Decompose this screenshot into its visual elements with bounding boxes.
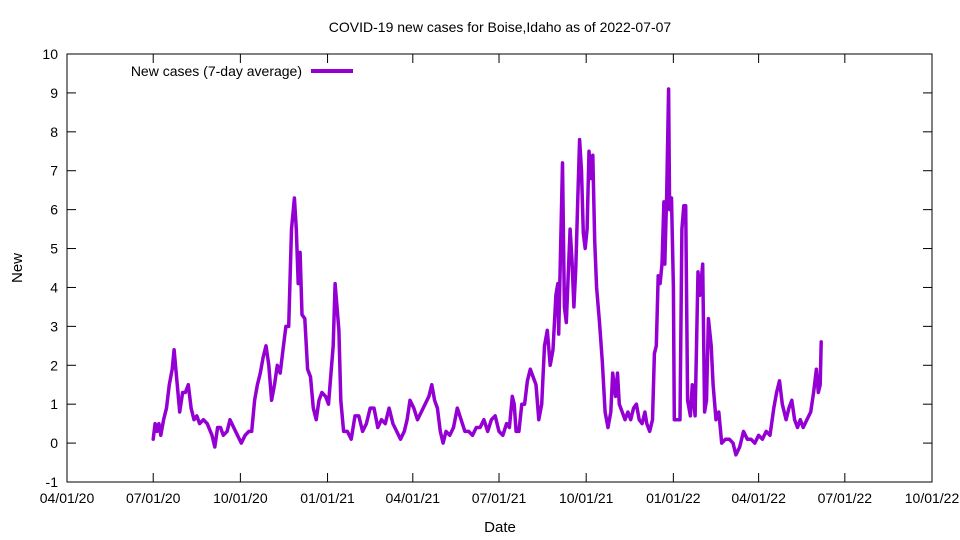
x-tick-label: 01/01/22 [646,490,701,506]
y-tick-label: 10 [42,46,58,62]
x-tick-label: 01/01/21 [300,490,355,506]
y-tick-label: 3 [50,318,58,334]
y-axis: -1 0 1 2 3 4 5 6 7 8 9 10 [42,46,932,490]
chart-title: COVID-19 new cases for Boise,Idaho as of… [329,19,672,35]
x-tick-label: 04/01/20 [40,490,95,506]
x-tick-label: 04/01/22 [731,490,786,506]
y-tick-label: 6 [50,202,58,218]
series-line-0 [151,87,823,457]
y-tick-label: 0 [50,435,58,451]
x-tick-label: 07/01/21 [472,490,527,506]
series-layer [151,87,823,457]
y-tick-label: 4 [50,279,58,295]
y-tick-label: 2 [50,357,58,373]
y-tick-label: 1 [50,396,58,412]
x-tick-label: 10/01/20 [213,490,268,506]
y-axis-label: New [9,253,26,283]
x-tick-label: 10/01/21 [559,490,614,506]
x-tick-label: 04/01/21 [386,490,441,506]
y-tick-label: -1 [46,474,59,490]
x-axis-label: Date [484,519,516,536]
y-tick-label: 9 [50,85,58,101]
y-tick-label: 7 [50,163,58,179]
y-tick-label: 5 [50,241,58,257]
y-tick-label: 8 [50,124,58,140]
legend: New cases (7-day average) [131,63,353,79]
x-tick-label: 07/01/20 [126,490,181,506]
legend-entry-label: New cases (7-day average) [131,63,302,79]
x-axis: 04/01/20 07/01/20 10/01/20 01/01/21 04/01/21… [40,54,960,506]
x-tick-label: 07/01/22 [818,490,873,506]
x-tick-label: 10/01/22 [905,490,960,506]
